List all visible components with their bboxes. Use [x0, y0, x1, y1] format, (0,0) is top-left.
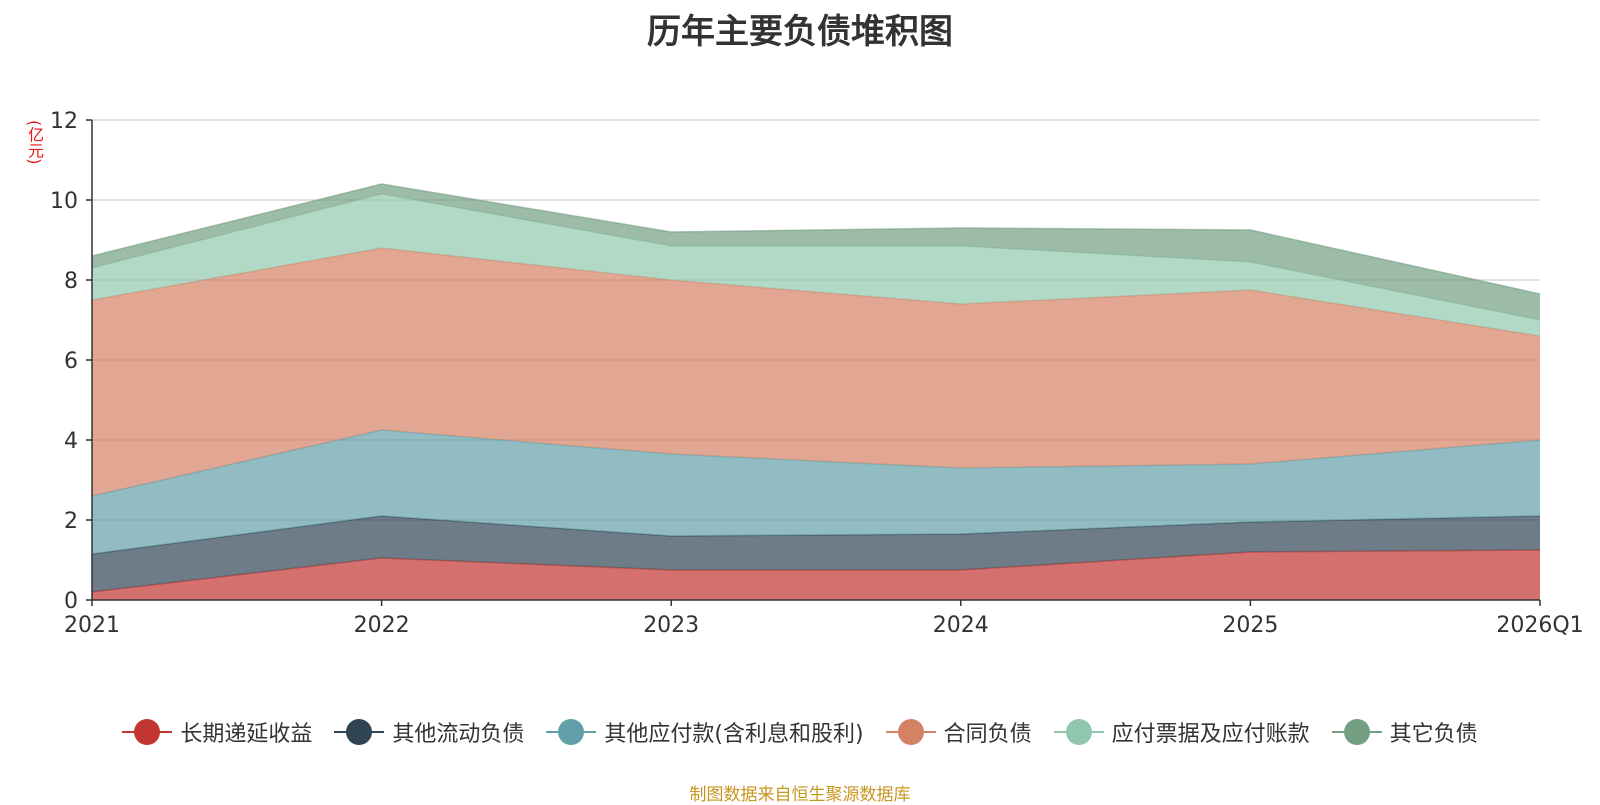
- x-tick-label: 2023: [643, 613, 699, 638]
- y-tick-label: 6: [64, 349, 78, 374]
- legend-item[interactable]: 合同负债: [885, 716, 1032, 748]
- legend-label: 其它负债: [1389, 722, 1478, 747]
- chart-title: 历年主要负债堆积图: [647, 12, 953, 52]
- legend: 长期递延收益 其他流动负债 其他应付款(含利息和股利) 合同负债 应付票据及应付账款 其它…: [0, 716, 1600, 748]
- y-tick-label: 0: [64, 589, 78, 614]
- legend-item[interactable]: 其它负债: [1331, 716, 1478, 748]
- x-tick-label: 2024: [933, 613, 989, 638]
- x-tick-label: 2022: [354, 613, 410, 638]
- area-其它负债: [92, 184, 1540, 320]
- legend-marker-icon: [885, 719, 936, 745]
- legend-item[interactable]: 其他应付款(含利息和股利): [546, 716, 864, 748]
- x-tick-label: 2026Q1: [1496, 613, 1583, 638]
- legend-label: 应付票据及应付账款: [1111, 722, 1310, 747]
- legend-marker-icon: [1331, 719, 1382, 745]
- legend-item[interactable]: 长期递延收益: [122, 716, 312, 748]
- x-tick-label: 2021: [64, 613, 120, 638]
- legend-item[interactable]: 应付票据及应付账款: [1053, 716, 1310, 748]
- y-tick-label: 8: [64, 269, 78, 294]
- source-note: 制图数据来自恒生聚源数据库: [689, 785, 911, 805]
- legend-label: 合同负债: [943, 722, 1032, 747]
- x-tick-label: 2025: [1222, 613, 1278, 638]
- axes: 0 2 4 6 8 10 12 2021 2022 2023 2024 2025 2026Q1: [50, 109, 1584, 638]
- area-应付票据及应付账款: [92, 194, 1540, 336]
- area-长期递延收益: [92, 550, 1540, 600]
- legend-label: 其他流动负债: [392, 722, 525, 747]
- legend-marker-icon: [122, 719, 173, 745]
- legend-item[interactable]: 其他流动负债: [334, 716, 524, 748]
- area-edge-其它负债: [91, 183, 1541, 295]
- area-series: [91, 183, 1541, 600]
- area-其他应付款(含利息和股利): [92, 430, 1540, 554]
- legend-marker-icon: [1053, 719, 1104, 745]
- y-tick-label: 10: [50, 189, 78, 214]
- legend-marker-icon: [334, 719, 385, 745]
- legend-label: 其他应付款(含利息和股利): [604, 722, 864, 747]
- y-tick-label: 4: [64, 429, 78, 454]
- area-合同负债: [92, 248, 1540, 496]
- y-axis-unit-label: (亿元): [25, 120, 44, 165]
- legend-marker-icon: [546, 719, 597, 745]
- y-tick-label: 12: [50, 109, 78, 134]
- legend-label: 长期递延收益: [180, 722, 313, 747]
- y-tick-label: 2: [64, 509, 78, 534]
- area-其他流动负债: [92, 516, 1540, 592]
